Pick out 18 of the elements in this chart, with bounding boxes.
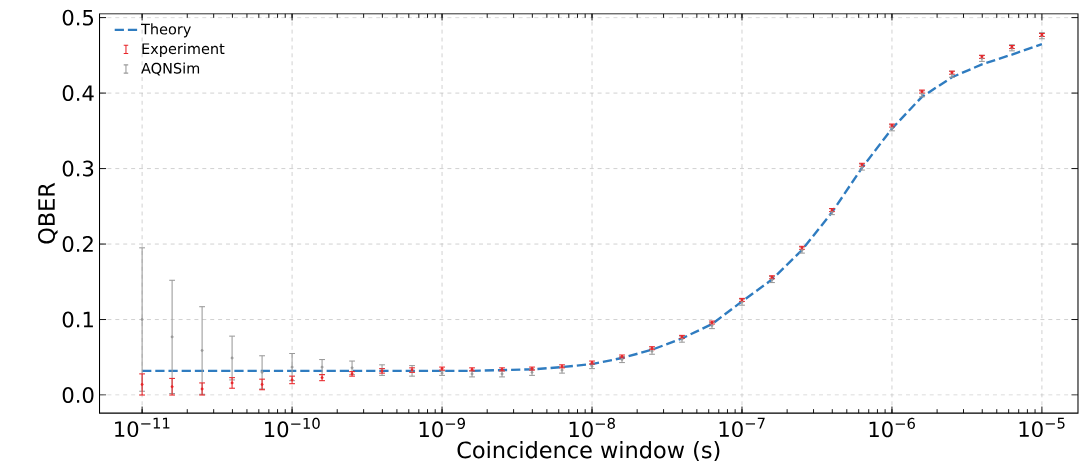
legend-label: Experiment — [142, 42, 225, 57]
x-tick-label: 10$^{−5}$ — [1019, 417, 1065, 437]
y-tick-label: 0.3 — [62, 160, 94, 177]
x-tick-label: 10$^{−6}$ — [869, 417, 915, 438]
y-tick-label: 0.2 — [62, 235, 93, 252]
x-tick-label: 10$^{−9}$ — [419, 417, 465, 438]
x-tick-label: 10$^{−10}$ — [265, 417, 320, 438]
legend-label: Theory — [140, 23, 191, 38]
y-tick-label: 0.5 — [62, 9, 94, 26]
x-tick-label: 10$^{−7}$ — [719, 417, 765, 437]
y-axis-title: QBER — [38, 182, 58, 244]
x-tick-label: 10$^{−11}$ — [115, 417, 170, 437]
x-axis-title: Coincidence window (s) — [457, 440, 720, 461]
x-tick-label: 10$^{−8}$ — [569, 417, 615, 438]
y-tick-label: 0.1 — [62, 311, 93, 328]
y-tick-label: 0.0 — [62, 386, 94, 403]
y-tick-label: 0.4 — [62, 84, 94, 101]
legend-label: AQNSim — [141, 62, 200, 76]
